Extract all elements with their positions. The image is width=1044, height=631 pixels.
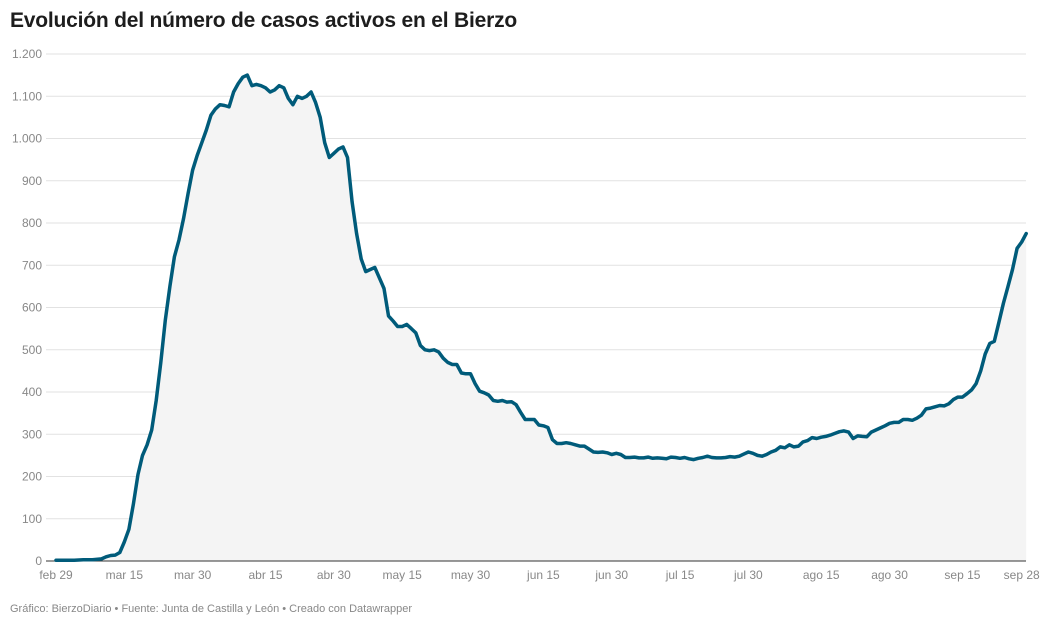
x-tick-label: ago 15 bbox=[803, 568, 840, 582]
area-fill bbox=[56, 75, 1027, 561]
y-tick-label: 1.000 bbox=[12, 132, 42, 146]
x-tick-label: may 30 bbox=[451, 568, 491, 582]
y-tick-label: 1.200 bbox=[12, 47, 42, 61]
y-tick-label: 100 bbox=[22, 512, 42, 526]
x-tick-label: mar 30 bbox=[174, 568, 212, 582]
x-tick-label: jul 30 bbox=[733, 568, 763, 582]
x-tick-label: jun 30 bbox=[594, 568, 628, 582]
y-tick-label: 500 bbox=[22, 343, 42, 357]
y-tick-label: 800 bbox=[22, 216, 42, 230]
x-tick-label: ago 30 bbox=[871, 568, 908, 582]
y-tick-label: 600 bbox=[22, 301, 42, 315]
y-tick-label: 0 bbox=[35, 554, 42, 568]
y-tick-label: 400 bbox=[22, 385, 42, 399]
x-tick-label: sep 15 bbox=[944, 568, 980, 582]
footer-credits: Gráfico: BierzoDiario • Fuente: Junta de… bbox=[10, 603, 413, 615]
x-tick-label: mar 15 bbox=[106, 568, 144, 582]
x-tick-label: jul 15 bbox=[665, 568, 695, 582]
chart-title: Evolución del número de casos activos en… bbox=[10, 9, 517, 32]
x-tick-label: abr 15 bbox=[249, 568, 283, 582]
y-tick-label: 900 bbox=[22, 174, 42, 188]
y-tick-label: 700 bbox=[22, 258, 42, 272]
x-tick-label: jun 15 bbox=[526, 568, 560, 582]
y-tick-label: 1.100 bbox=[12, 89, 42, 103]
x-tick-label: sep 28 bbox=[1004, 568, 1040, 582]
x-axis-labels: feb 29 mar 15 mar 30 abr 15 abr 30 may 15 may … bbox=[39, 568, 1040, 582]
y-axis-labels: 0 100 200 300 400 500 600 700 800 900 1.000 1.100 1.… bbox=[12, 47, 42, 568]
series-line bbox=[54, 73, 1028, 562]
y-tick-label: 200 bbox=[22, 470, 42, 484]
y-tick-label: 300 bbox=[22, 427, 42, 441]
x-tick-label: feb 29 bbox=[39, 568, 73, 582]
x-tick-label: abr 30 bbox=[317, 568, 351, 582]
x-tick-label: may 15 bbox=[383, 568, 423, 582]
